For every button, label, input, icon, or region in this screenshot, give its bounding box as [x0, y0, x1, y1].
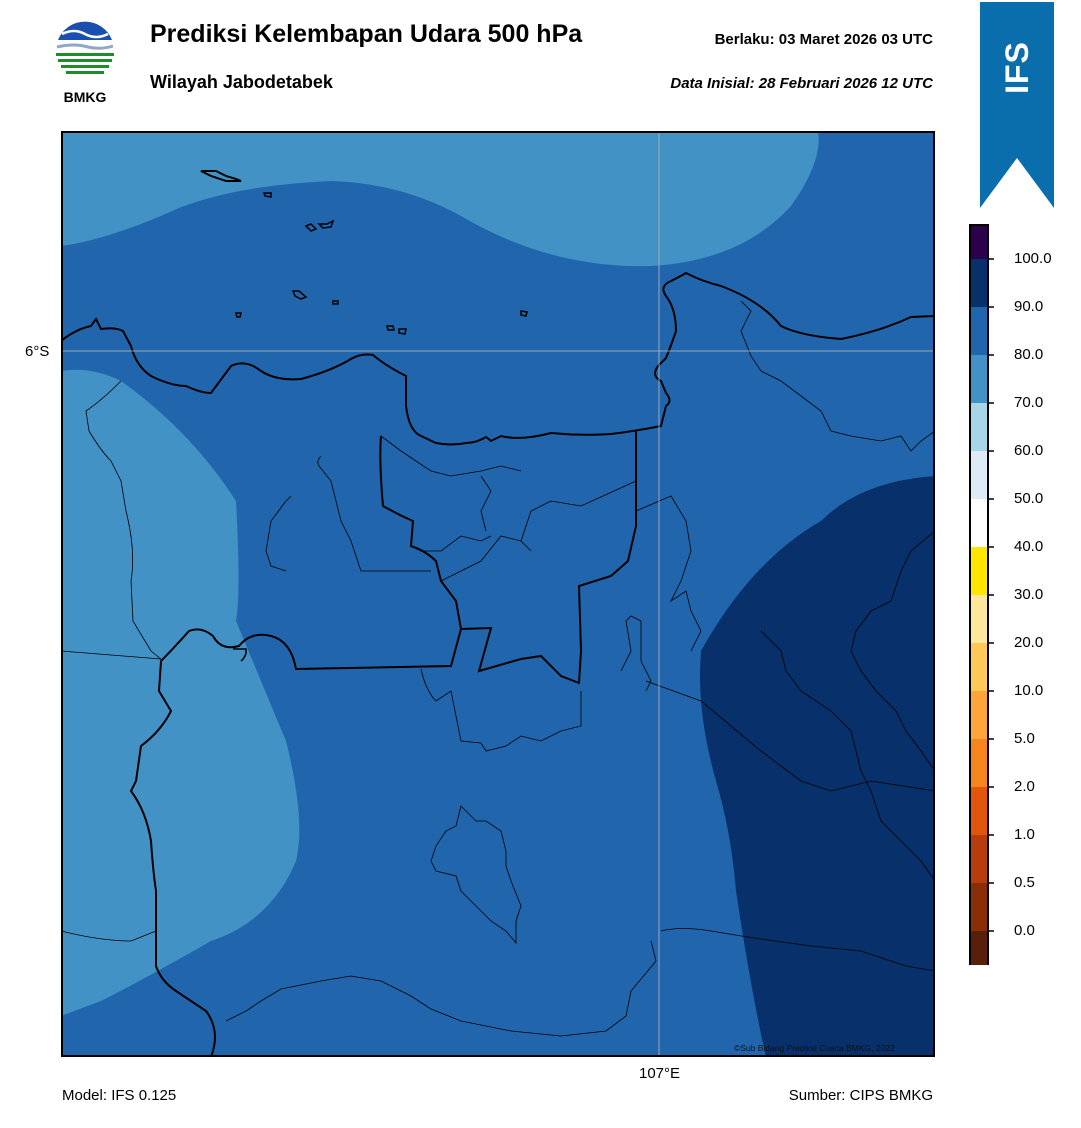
colorbar-tick-label: 70.0: [1014, 394, 1044, 411]
bmkg-logo: BMKG: [52, 20, 118, 105]
field-90-100-east: [700, 476, 935, 1057]
ifs-badge-text: IFS: [998, 40, 1035, 94]
province-boundary: [233, 648, 247, 662]
colorbar-segment: [970, 451, 988, 499]
colorbar-tick-label: 0.5: [1014, 874, 1035, 891]
colorbar-segment: [970, 259, 988, 307]
latitude-label: 6°S: [25, 343, 50, 360]
colorbar-segment: [970, 931, 988, 965]
colorbar-tick-label: 80.0: [1014, 346, 1044, 363]
initial-time: Data Inisial: 28 Februari 2026 12 UTC: [670, 75, 933, 92]
island: [317, 219, 335, 229]
valid-time: Berlaku: 03 Maret 2026 03 UTC: [714, 31, 933, 48]
colorbar: [969, 224, 994, 965]
colorbar-tick-label: 10.0: [1014, 682, 1044, 699]
map-title: Prediksi Kelembapan Udara 500 hPa: [150, 20, 583, 48]
field-70-80-west: [61, 369, 300, 1016]
colorbar-segment: [970, 883, 988, 931]
colorbar-segment: [970, 225, 988, 259]
colorbar-segment: [970, 643, 988, 691]
map-frame: [61, 131, 935, 1057]
map-credit: ©Sub Bidang Prediksi Cuaca BMKG, 2022: [734, 1043, 895, 1053]
colorbar-segment: [970, 307, 988, 355]
island: [304, 223, 318, 232]
bmkg-logo-icon: [56, 21, 114, 79]
island: [332, 300, 339, 305]
island: [520, 310, 528, 317]
map-subtitle: Wilayah Jabodetabek: [150, 72, 333, 92]
colorbar-segment: [970, 547, 988, 595]
colorbar-tick-label: 30.0: [1014, 586, 1044, 603]
colorbar-tick-label: 5.0: [1014, 730, 1035, 747]
island: [235, 312, 242, 318]
island: [291, 290, 308, 300]
colorbar-tick-label: 20.0: [1014, 634, 1044, 651]
colorbar-tick-label: 50.0: [1014, 490, 1044, 507]
island: [386, 325, 395, 331]
colorbar-segment: [970, 739, 988, 787]
island: [262, 192, 272, 198]
colorbar-tick-label: 90.0: [1014, 298, 1044, 315]
source-label: Sumber: CIPS BMKG: [788, 1087, 933, 1104]
colorbar-segment: [970, 499, 988, 547]
model-label: Model: IFS 0.125: [62, 1087, 177, 1104]
humidity-map: [61, 131, 935, 1057]
colorbar-segment: [970, 787, 988, 835]
colorbar-segment: [970, 835, 988, 883]
colorbar-tick-label: 40.0: [1014, 538, 1044, 555]
longitude-label: 107°E: [639, 1065, 681, 1082]
island: [200, 170, 242, 182]
colorbar-tick-label: 2.0: [1014, 778, 1035, 795]
logo-text: BMKG: [63, 89, 107, 105]
colorbar-segment: [970, 355, 988, 403]
province-boundary: [129, 628, 462, 1057]
colorbar-tick-label: 1.0: [1014, 826, 1035, 843]
colorbar-tick-label: 100.0: [1014, 250, 1052, 267]
island: [398, 328, 407, 335]
colorbar-segment: [970, 691, 988, 739]
ifs-badge-label: IFS: [980, 2, 1054, 132]
colorbar-segment: [970, 403, 988, 451]
colorbar-tick-label: 60.0: [1014, 442, 1044, 459]
field-70-80-north: [61, 131, 819, 267]
regency-boundaries: [61, 300, 935, 1037]
colorbar-tick-label: 0.0: [1014, 922, 1035, 939]
ifs-badge: [980, 2, 1054, 208]
colorbar-segment: [970, 595, 988, 643]
coastline: [61, 271, 935, 446]
